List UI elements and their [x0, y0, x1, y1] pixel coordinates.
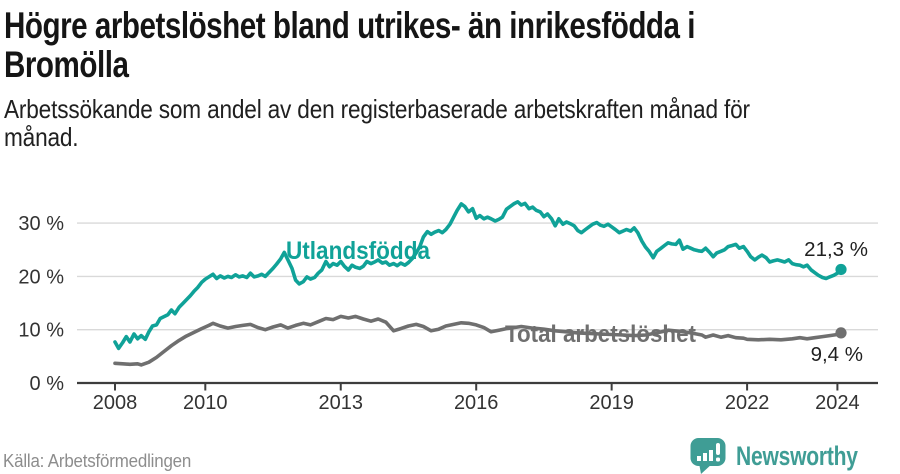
- page-title: Högre arbetslöshet bland utrikes- än inr…: [4, 6, 695, 84]
- newsworthy-wordmark: Newsworthy: [735, 440, 858, 471]
- newsworthy-badge-icon: [690, 438, 726, 474]
- x-tick-label-2013: 2013: [319, 392, 364, 414]
- page-title-line-2: Bromölla: [4, 44, 129, 85]
- page-title-line-1: Högre arbetslöshet bland utrikes- än inr…: [4, 5, 696, 46]
- x-tick-label-2024: 2024: [815, 392, 860, 414]
- series-line-total-arbetsl-shet: [113, 314, 843, 367]
- series-labels: Utlandsfödda Total arbetslöshet: [286, 237, 696, 348]
- badge-bubble: [690, 438, 726, 466]
- end-dot-utlandsf-dda: [835, 263, 847, 276]
- x-tick-label-2010: 2010: [183, 392, 228, 414]
- y-tick-label-30: 30 %: [18, 213, 64, 235]
- badge-bar-3: [708, 450, 713, 461]
- x-axis-labels: 2008 2010 2013 2016 2019 2022 2024: [93, 392, 860, 414]
- chart-subtitle-line-2: månad.: [4, 122, 79, 152]
- y-axis-labels: 0 % 10 % 20 % 30 %: [18, 213, 64, 395]
- y-tick-label-10: 10 %: [18, 320, 64, 342]
- source-note: Källa: Arbetsförmedlingen: [3, 451, 192, 471]
- end-dot-total-arbetsl-shet: [835, 327, 847, 339]
- end-value-label-utlandsf-dda: 21,3 %: [804, 238, 868, 261]
- x-tick-label-2016: 2016: [454, 392, 499, 414]
- badge-tail: [698, 463, 713, 474]
- end-value-label-total-arbetsl-shet: 9,4 %: [811, 343, 863, 366]
- gridlines: [77, 222, 878, 331]
- chart-subtitle: Arbetssökande som andel av den registerb…: [4, 95, 750, 151]
- y-tick-label-0: 0 %: [30, 373, 65, 395]
- series-line-utlandsf-dda: [113, 200, 843, 351]
- end-dots: [835, 263, 847, 339]
- badge-exclamation-stem: [715, 443, 720, 455]
- series-label-utlandsf-dda: Utlandsfödda: [286, 237, 431, 265]
- badge-bar-1: [696, 456, 701, 461]
- series-label-total-arbetsl-shet: Total arbetslöshet: [505, 321, 696, 348]
- x-tick-label-2019: 2019: [589, 392, 634, 414]
- series-lines: [113, 200, 843, 367]
- newsworthy-logo: Newsworthy: [689, 437, 892, 474]
- end-value-labels: 21,3 % 9,4 %: [804, 238, 868, 366]
- chart-subtitle-line-1: Arbetssökande som andel av den registerb…: [4, 94, 750, 124]
- y-tick-label-20: 20 %: [18, 266, 64, 288]
- x-tick-label-2022: 2022: [725, 392, 770, 414]
- badge-exclamation-dot: [715, 457, 720, 462]
- x-axis: [77, 381, 878, 391]
- badge-bar-2: [702, 453, 707, 461]
- x-tick-label-2008: 2008: [93, 392, 138, 414]
